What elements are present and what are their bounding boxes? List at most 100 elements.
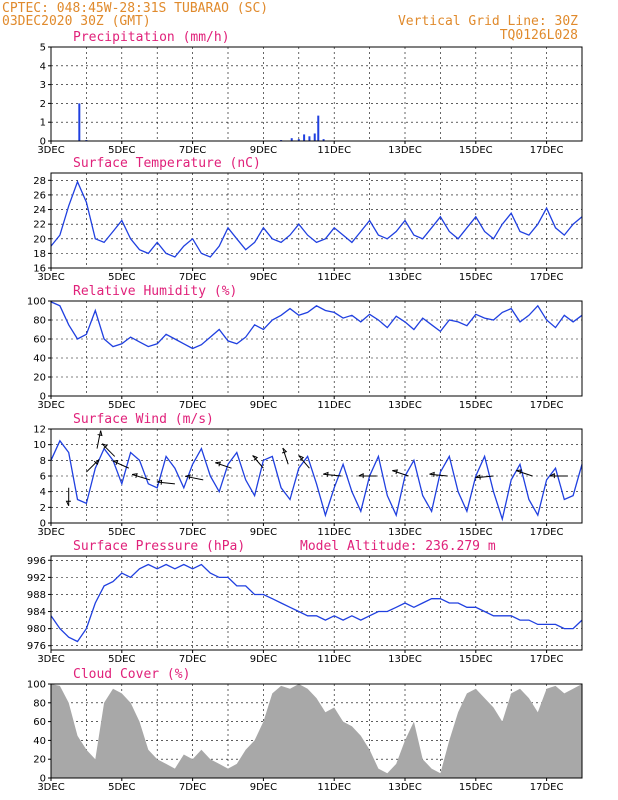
wind-arrow	[156, 481, 175, 485]
wind-arrow-head	[185, 474, 191, 480]
x-tick-label: 17DEC	[530, 654, 564, 665]
x-tick-label: 9DEC	[250, 654, 277, 665]
x-tick-label: 17DEC	[530, 272, 564, 283]
panel-frame	[50, 172, 583, 269]
panel-precipitation: 0 1 2 3 4 5 3DEC 5DEC 7DEC 9DEC 11DEC 13DEC 15DEC 17D…	[37, 30, 583, 156]
wind-arrow-head	[358, 473, 364, 479]
wind-arrow	[298, 455, 310, 469]
wind-arrow	[215, 462, 232, 469]
x-tick-label: 11DEC	[317, 272, 351, 283]
y-tick-label: 60	[33, 335, 46, 346]
panel-humidity: 0 20 40 60 80 100 3DEC 5DEC 7DEC 9DEC 11DEC 13DEC 15…	[27, 284, 583, 411]
x-tick-label: 17DEC	[530, 527, 564, 538]
x-tick-label: 13DEC	[388, 400, 422, 411]
y-tick-label: 976	[27, 641, 46, 652]
y-tick-label: 996	[27, 556, 46, 567]
cloud-area	[51, 684, 582, 778]
y-tick-label: 80	[33, 698, 46, 709]
wind-arrow	[429, 473, 448, 477]
y-tick-label: 984	[27, 607, 46, 618]
wind-arrow-head	[516, 469, 522, 475]
x-tick-label: 13DEC	[388, 782, 422, 793]
precip-bar	[303, 134, 306, 141]
wind-arrow-head	[475, 474, 481, 480]
header-location: CPTEC: 048:45W-28:31S TUBARAO (SC)	[2, 1, 268, 16]
y-tick-label: 28	[33, 176, 46, 187]
y-tick-label: 10	[33, 440, 46, 451]
wind-arrow-head	[392, 469, 399, 475]
wind-arrow-head	[252, 455, 259, 461]
x-tick-label: 15DEC	[459, 782, 493, 793]
wind-arrow-head	[429, 471, 435, 477]
x-tick-label: 11DEC	[317, 782, 351, 793]
header-model-code: TQ0126L028	[500, 28, 578, 43]
y-tick-label: 60	[33, 717, 46, 728]
wind-arrow-head	[132, 473, 138, 479]
panel-frame	[50, 300, 583, 397]
y-tick-label: 4	[40, 61, 46, 72]
x-tick-label: 9DEC	[250, 782, 277, 793]
y-tick-label: 80	[33, 316, 46, 327]
y-tick-label: 992	[27, 573, 46, 584]
x-tick-label: 15DEC	[459, 527, 493, 538]
wind-arrow-head	[65, 500, 71, 506]
y-tick-label: 22	[33, 220, 46, 231]
x-tick-label: 3DEC	[37, 272, 64, 283]
x-tick-label: 17DEC	[530, 145, 564, 156]
panel-frame	[50, 683, 583, 779]
x-tick-label: 3DEC	[37, 400, 64, 411]
wind-arrow	[185, 475, 204, 481]
wind-arrow-head	[97, 430, 103, 437]
header-grid-note: Vertical Grid Line: 30Z	[398, 14, 578, 29]
y-tick-label: 20	[33, 755, 46, 766]
y-tick-label: 2	[40, 503, 46, 514]
y-tick-label: 24	[33, 205, 46, 216]
precip-bar	[317, 115, 320, 141]
y-tick-label: 0	[40, 774, 46, 785]
x-tick-label: 15DEC	[459, 272, 493, 283]
y-tick-label: 12	[33, 425, 46, 436]
x-tick-label: 15DEC	[459, 145, 493, 156]
panel-temperature: 16 18 20 22 24 26 28 3DEC 5DEC 7DEC 9DEC 11DEC 13DEC…	[33, 156, 583, 283]
y-tick-label: 40	[33, 354, 46, 365]
x-tick-label: 9DEC	[250, 272, 277, 283]
wind-arrow	[96, 430, 102, 449]
wind-arrow	[282, 447, 289, 465]
x-tick-label: 7DEC	[179, 654, 206, 665]
precip-bar	[308, 136, 311, 141]
x-tick-label: 5DEC	[108, 527, 135, 538]
y-tick-label: 8	[40, 456, 46, 467]
x-tick-label: 7DEC	[179, 400, 206, 411]
precip-bar	[322, 139, 325, 141]
precip-bar	[290, 138, 293, 141]
series-line-humidity	[50, 301, 583, 350]
y-tick-label: 0	[40, 137, 46, 148]
panel-pressure: 976 980 984 988 992 996 3DEC 5DEC 7DEC 9DEC 11DEC 1…	[27, 539, 583, 665]
x-tick-label: 9DEC	[250, 400, 277, 411]
x-tick-label: 9DEC	[250, 527, 277, 538]
wind-arrow-head	[323, 471, 329, 477]
precip-bar	[78, 103, 81, 141]
x-tick-label: 7DEC	[179, 527, 206, 538]
y-tick-label: 0	[40, 519, 46, 530]
wind-arrow-head	[156, 479, 163, 485]
y-tick-label: 100	[27, 680, 46, 691]
wind-arrow	[252, 455, 264, 469]
x-tick-label: 13DEC	[388, 654, 422, 665]
x-tick-label: 3DEC	[37, 654, 64, 665]
panel-title: Cloud Cover (%)	[73, 667, 190, 682]
y-tick-label: 20	[33, 373, 46, 384]
x-tick-label: 3DEC	[37, 527, 64, 538]
panel-frame	[50, 555, 583, 651]
x-tick-label: 13DEC	[388, 145, 422, 156]
y-tick-label: 2	[40, 99, 46, 110]
panel-subtitle: Model Altitude: 236.279 m	[300, 539, 496, 554]
wind-arrow-head	[281, 447, 288, 454]
y-tick-label: 40	[33, 736, 46, 747]
x-tick-label: 17DEC	[530, 782, 564, 793]
wind-arrow	[323, 473, 342, 477]
wind-arrow-head	[101, 443, 108, 449]
panel-wind: 0 2 4 6 8 10 12 3DEC 5DEC 7DEC 9DEC 11DEC 13DEC 15DEC…	[33, 412, 583, 538]
wind-arrow	[86, 459, 100, 473]
x-tick-label: 11DEC	[317, 654, 351, 665]
